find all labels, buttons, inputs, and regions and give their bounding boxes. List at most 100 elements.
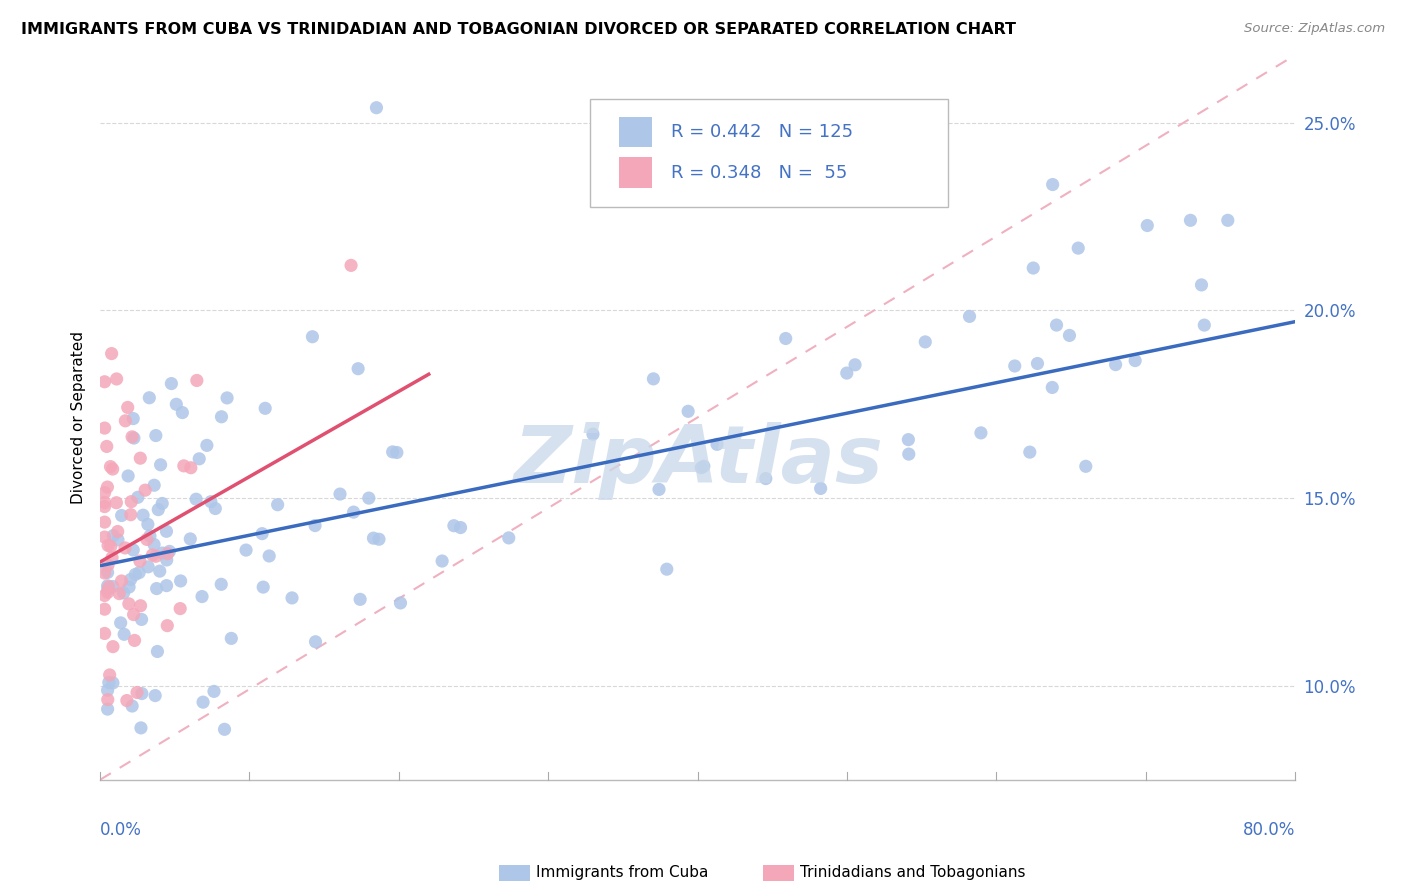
Point (121, 699, 143, 714)
Point (100, 459, 122, 474)
Point (810, 482, 832, 496)
Point (368, 533, 391, 547)
Point (143, 478, 166, 492)
Point (93, 589, 115, 603)
Point (1074, 459, 1097, 474)
Point (93, 495, 115, 509)
Point (1018, 445, 1040, 459)
Point (349, 592, 371, 607)
Point (125, 685, 148, 699)
Point (141, 548, 163, 562)
Point (100, 540, 122, 554)
Point (357, 491, 380, 505)
Point (97, 579, 120, 593)
Point (1104, 358, 1126, 372)
Point (1045, 318, 1067, 332)
Point (959, 310, 981, 324)
Point (235, 543, 257, 558)
Point (110, 615, 132, 630)
Point (191, 590, 214, 604)
Point (97, 558, 120, 573)
Text: R = 0.348   N =  55: R = 0.348 N = 55 (671, 163, 848, 182)
Point (1040, 380, 1063, 394)
Point (124, 567, 146, 582)
Point (97, 702, 120, 716)
Point (93, 500, 115, 514)
Point (97, 675, 120, 690)
Point (97, 582, 120, 597)
Text: Trinidadians and Tobagonians: Trinidadians and Tobagonians (800, 865, 1025, 880)
Point (149, 458, 172, 472)
Point (93, 626, 115, 640)
Point (1216, 213, 1239, 227)
Text: Source: ZipAtlas.com: Source: ZipAtlas.com (1244, 22, 1385, 36)
Point (114, 414, 136, 428)
Point (118, 580, 141, 594)
Point (155, 579, 177, 593)
Point (1059, 328, 1081, 343)
Point (195, 438, 218, 452)
FancyBboxPatch shape (591, 99, 949, 207)
Point (340, 259, 363, 273)
Point (648, 483, 671, 497)
Point (129, 599, 152, 613)
Point (156, 553, 179, 567)
Point (128, 566, 150, 580)
Point (132, 508, 155, 523)
Point (257, 549, 280, 563)
Point (156, 618, 179, 632)
Point (145, 428, 167, 442)
Point (184, 492, 207, 507)
Text: R = 0.442   N = 125: R = 0.442 N = 125 (671, 123, 853, 141)
Point (304, 634, 326, 648)
Point (120, 494, 142, 508)
Point (93, 515, 115, 529)
Point (690, 460, 713, 475)
Point (835, 366, 858, 380)
Point (155, 524, 177, 539)
Point (97, 566, 120, 580)
Point (160, 376, 183, 391)
Point (120, 508, 142, 522)
Point (209, 577, 232, 591)
Point (107, 533, 129, 547)
Point (217, 391, 239, 405)
Point (93, 375, 115, 389)
Point (329, 487, 352, 501)
Point (706, 437, 728, 451)
Point (169, 574, 191, 588)
Point (145, 549, 167, 564)
Point (693, 459, 716, 474)
Point (150, 496, 173, 510)
Point (115, 693, 138, 707)
Point (1004, 359, 1026, 373)
Point (97, 692, 120, 706)
Point (450, 520, 472, 534)
Point (96, 480, 118, 494)
Point (148, 502, 170, 516)
Point (124, 633, 146, 648)
Point (105, 372, 128, 386)
Point (135, 533, 157, 547)
Text: IMMIGRANTS FROM CUBA VS TRINIDADIAN AND TOBAGONIAN DIVORCED OR SEPARATED CORRELA: IMMIGRANTS FROM CUBA VS TRINIDADIAN AND … (21, 22, 1017, 37)
Point (301, 329, 323, 343)
Point (200, 494, 222, 508)
Point (97, 683, 120, 698)
Point (127, 491, 149, 505)
Point (96, 439, 118, 453)
Point (139, 529, 162, 543)
Point (385, 445, 408, 459)
Point (897, 447, 920, 461)
Point (134, 483, 156, 498)
Point (221, 632, 243, 646)
Point (254, 401, 277, 416)
Point (204, 501, 226, 516)
Point (1042, 178, 1064, 192)
Point (129, 721, 152, 735)
Text: 0.0%: 0.0% (100, 821, 142, 839)
Point (214, 723, 236, 737)
Point (117, 401, 139, 415)
Point (1136, 219, 1159, 233)
Point (186, 374, 208, 388)
Point (138, 391, 160, 405)
